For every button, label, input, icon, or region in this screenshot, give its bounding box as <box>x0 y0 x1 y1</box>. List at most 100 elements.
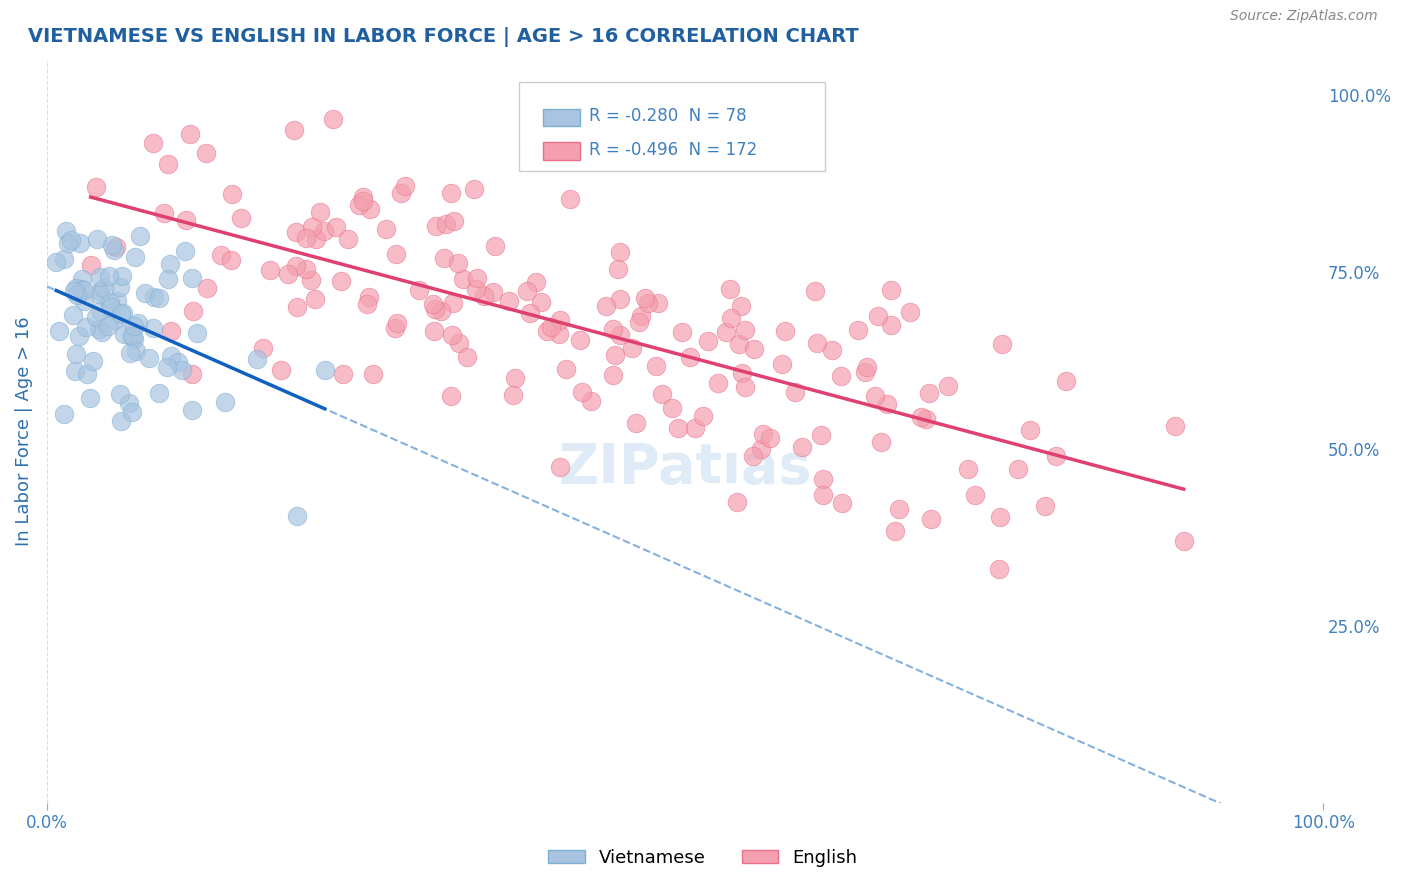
Point <box>229 211 252 226</box>
Point <box>441 295 464 310</box>
Point <box>449 335 471 350</box>
Point <box>160 349 183 363</box>
Point <box>63 284 86 298</box>
Point <box>219 253 242 268</box>
Point <box>142 320 165 334</box>
Point <box>806 336 828 351</box>
Point <box>97 318 120 333</box>
Point <box>121 405 143 419</box>
Point <box>89 270 111 285</box>
Point <box>284 225 307 239</box>
Point <box>52 408 75 422</box>
Point <box>651 386 673 401</box>
Point <box>166 355 188 369</box>
Point <box>160 324 183 338</box>
Point <box>65 347 87 361</box>
Point <box>148 386 170 401</box>
Point <box>644 359 666 373</box>
Point <box>87 321 110 335</box>
Point <box>387 316 409 330</box>
Point <box>301 219 323 234</box>
Point <box>456 350 478 364</box>
Point <box>910 410 932 425</box>
Point <box>127 316 149 330</box>
Point <box>1045 449 1067 463</box>
Point <box>602 368 624 382</box>
Point <box>53 252 76 266</box>
Text: ZIPatıas: ZIPatıas <box>558 442 811 495</box>
Point <box>356 297 378 311</box>
Point <box>111 305 134 319</box>
Point <box>104 313 127 327</box>
Point <box>548 326 571 341</box>
Point <box>692 409 714 423</box>
Point <box>423 324 446 338</box>
Point <box>153 206 176 220</box>
Point <box>89 303 111 318</box>
Point <box>831 496 853 510</box>
Point <box>637 296 659 310</box>
Point <box>84 180 107 194</box>
Point <box>1035 500 1057 514</box>
Point <box>221 186 243 201</box>
Point <box>990 336 1012 351</box>
Point <box>110 414 132 428</box>
Point <box>329 274 352 288</box>
Point <box>295 261 318 276</box>
Point <box>742 449 765 463</box>
Point <box>918 386 941 401</box>
Point <box>385 247 408 261</box>
Point <box>79 391 101 405</box>
Point <box>804 284 827 298</box>
Point <box>59 233 82 247</box>
Point <box>519 306 541 320</box>
Point <box>374 222 396 236</box>
Text: VIETNAMESE VS ENGLISH IN LABOR FORCE | AGE > 16 CORRELATION CHART: VIETNAMESE VS ENGLISH IN LABOR FORCE | A… <box>28 27 859 46</box>
Point <box>98 296 121 310</box>
Point <box>853 366 876 380</box>
Point <box>86 232 108 246</box>
Point <box>957 461 980 475</box>
Point <box>312 224 335 238</box>
Point <box>579 393 602 408</box>
Point <box>868 309 890 323</box>
Point <box>124 250 146 264</box>
Point <box>548 460 571 475</box>
FancyBboxPatch shape <box>519 82 825 171</box>
Point <box>870 434 893 449</box>
Point <box>627 150 650 164</box>
Point <box>101 238 124 252</box>
Point <box>91 326 114 340</box>
Point <box>633 291 655 305</box>
Point <box>309 205 332 219</box>
Point <box>129 229 152 244</box>
Point <box>1019 423 1042 437</box>
Point <box>179 128 201 142</box>
Point <box>718 282 741 296</box>
Point <box>181 303 204 318</box>
Point <box>856 359 879 374</box>
Point <box>443 213 465 227</box>
Point <box>602 322 624 336</box>
Point <box>423 302 446 317</box>
Point <box>811 472 834 486</box>
Point <box>484 239 506 253</box>
Point <box>752 427 775 442</box>
Text: Source: ZipAtlas.com: Source: ZipAtlas.com <box>1230 9 1378 23</box>
Point <box>325 219 347 234</box>
Point <box>734 322 756 336</box>
Point <box>48 324 70 338</box>
Point <box>65 280 87 294</box>
Point <box>108 387 131 401</box>
Point <box>810 427 832 442</box>
Point <box>498 293 520 308</box>
Point <box>186 326 208 340</box>
Point <box>679 350 702 364</box>
Point <box>352 194 374 209</box>
Point <box>876 396 898 410</box>
Point <box>742 342 765 356</box>
Point <box>122 319 145 334</box>
Point <box>920 512 942 526</box>
Point <box>988 562 1011 576</box>
Point <box>76 367 98 381</box>
